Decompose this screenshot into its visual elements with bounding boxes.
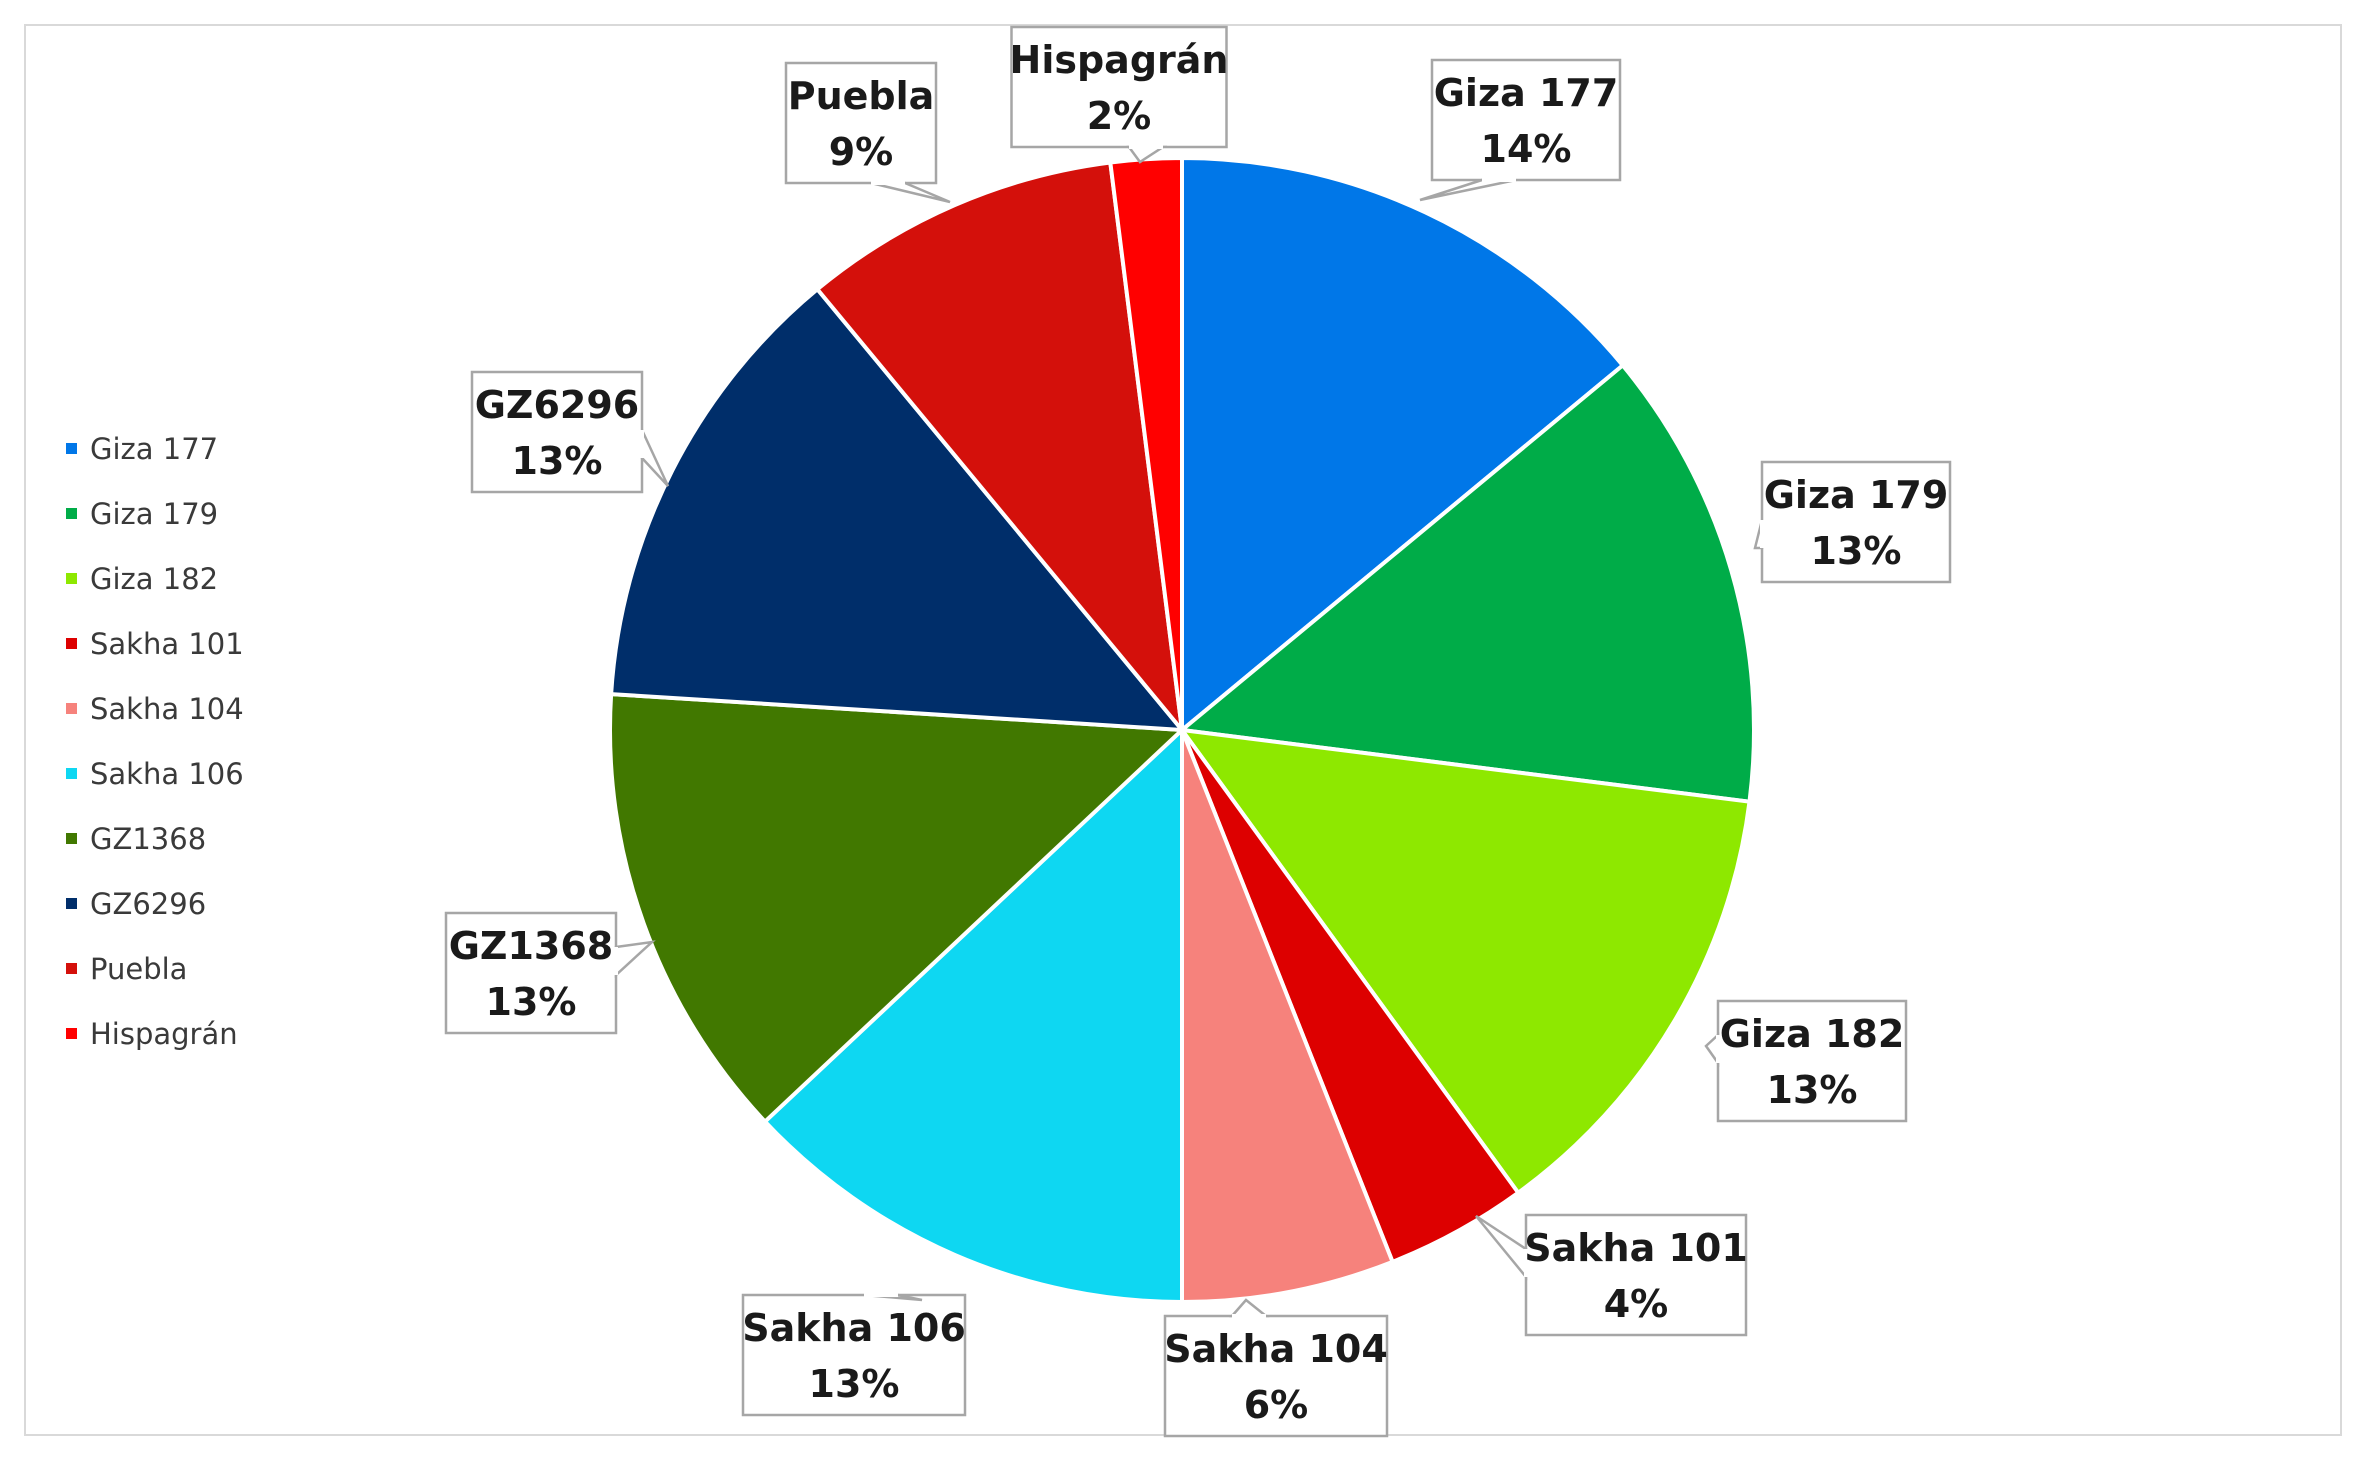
data-label-name: Sakha 101	[1524, 1226, 1748, 1270]
data-label-percent: 6%	[1244, 1383, 1309, 1427]
pie-slice-sakha-106	[762, 725, 1184, 1305]
legend-label: Giza 177	[90, 431, 219, 466]
data-label-percent: 9%	[829, 130, 894, 174]
pie-slice-giza-182	[1177, 727, 1752, 1196]
data-label-gz6296: GZ6296 13%	[470, 370, 670, 494]
legend-swatch	[66, 638, 77, 649]
pie-slice-sakha-104	[1180, 729, 1396, 1305]
data-label-box	[1163, 1314, 1389, 1438]
data-label-name: Hispagrán	[1010, 38, 1229, 82]
legend-item-giza-182: Giza 182	[66, 546, 244, 611]
data-label-sakha-101: Sakha 101 4%	[1475, 1213, 1748, 1337]
data-label-giza-179: Giza 179 13%	[1753, 460, 1952, 584]
data-label-name: Giza 177	[1434, 71, 1619, 115]
data-label-puebla: Puebla 9%	[784, 61, 951, 204]
legend-swatch	[66, 573, 77, 584]
legend-swatch	[66, 963, 77, 974]
legend-swatch	[66, 1028, 77, 1039]
data-label-percent: 13%	[486, 980, 577, 1024]
pie-slice-gz1368	[608, 691, 1187, 1125]
legend-item-hispagran: Hispagrán	[66, 1001, 244, 1066]
data-label-giza-182: Giza 182 13%	[1704, 999, 1908, 1123]
data-label-pointer	[1229, 1298, 1270, 1318]
pie-slice-puebla	[814, 160, 1185, 737]
legend-item-giza-177: Giza 177	[66, 416, 244, 481]
data-label-name: Giza 182	[1720, 1012, 1905, 1056]
data-label-hispagran: Hispagrán 2%	[1010, 25, 1229, 164]
legend-item-gz6296: GZ6296	[66, 871, 244, 936]
legend-item-sakha-106: Sakha 106	[66, 741, 244, 806]
data-label-box	[1524, 1213, 1748, 1337]
legend-swatch	[66, 898, 77, 909]
data-label-name: Puebla	[788, 74, 935, 118]
legend-label: GZ6296	[90, 886, 207, 921]
data-label-percent: 13%	[1767, 1068, 1858, 1112]
data-label-box	[784, 61, 938, 185]
legend-item-sakha-104: Sakha 104	[66, 676, 244, 741]
data-label-name: Sakha 106	[742, 1306, 966, 1350]
data-label-sakha-106: Sakha 106 13%	[741, 1293, 967, 1417]
pie-slice-gz6296	[609, 286, 1187, 733]
legend-label: GZ1368	[90, 821, 207, 856]
data-label-name: GZ6296	[475, 383, 640, 427]
data-label-name: Sakha 104	[1164, 1327, 1388, 1371]
data-label-pointer	[614, 940, 656, 978]
data-label-pointer	[1475, 1214, 1528, 1281]
legend-label: Sakha 104	[90, 691, 244, 726]
legend-label: Sakha 106	[90, 756, 244, 791]
data-label-percent: 13%	[1811, 529, 1902, 573]
legend-swatch	[66, 443, 77, 454]
legend-label: Puebla	[90, 951, 188, 986]
data-label-percent: 13%	[809, 1362, 900, 1406]
legend-label: Sakha 101	[90, 626, 244, 661]
data-label-percent: 13%	[512, 439, 603, 483]
data-label-box	[1716, 999, 1908, 1123]
data-label-box	[444, 911, 618, 1035]
legend-swatch	[66, 768, 77, 779]
data-label-percent: 2%	[1087, 94, 1152, 138]
legend-swatch	[66, 703, 77, 714]
data-label-giza-177: Giza 177 14%	[1419, 58, 1622, 202]
pie-slice-giza-177	[1180, 155, 1626, 735]
data-label-percent: 14%	[1481, 127, 1572, 171]
data-label-name: GZ1368	[449, 924, 614, 968]
legend-label: Giza 182	[90, 561, 219, 596]
legend-item-giza-179: Giza 179	[66, 481, 244, 546]
data-label-box	[1430, 58, 1622, 182]
data-label-box	[1760, 460, 1952, 584]
pie-slice-giza-179	[1177, 362, 1756, 804]
data-label-gz1368: GZ1368 13%	[444, 911, 656, 1035]
data-label-box	[1010, 25, 1228, 149]
legend-item-puebla: Puebla	[66, 936, 244, 1001]
data-label-box	[741, 1293, 967, 1417]
legend-item-gz1368: GZ1368	[66, 806, 244, 871]
data-label-pointer	[870, 181, 951, 204]
legend-label: Giza 179	[90, 496, 219, 531]
data-label-percent: 4%	[1604, 1282, 1669, 1326]
data-label-pointer	[640, 429, 670, 487]
data-label-sakha-104: Sakha 104 6%	[1163, 1298, 1389, 1438]
legend-label: Hispagrán	[90, 1016, 238, 1051]
legend: Giza 177 Giza 179 Giza 182 Sakha 101 Sakha 1…	[66, 416, 244, 1066]
legend-swatch	[66, 508, 77, 519]
data-label-pointer	[1419, 178, 1517, 202]
data-label-name: Giza 179	[1764, 473, 1949, 517]
legend-swatch	[66, 833, 77, 844]
legend-item-sakha-101: Sakha 101	[66, 611, 244, 676]
